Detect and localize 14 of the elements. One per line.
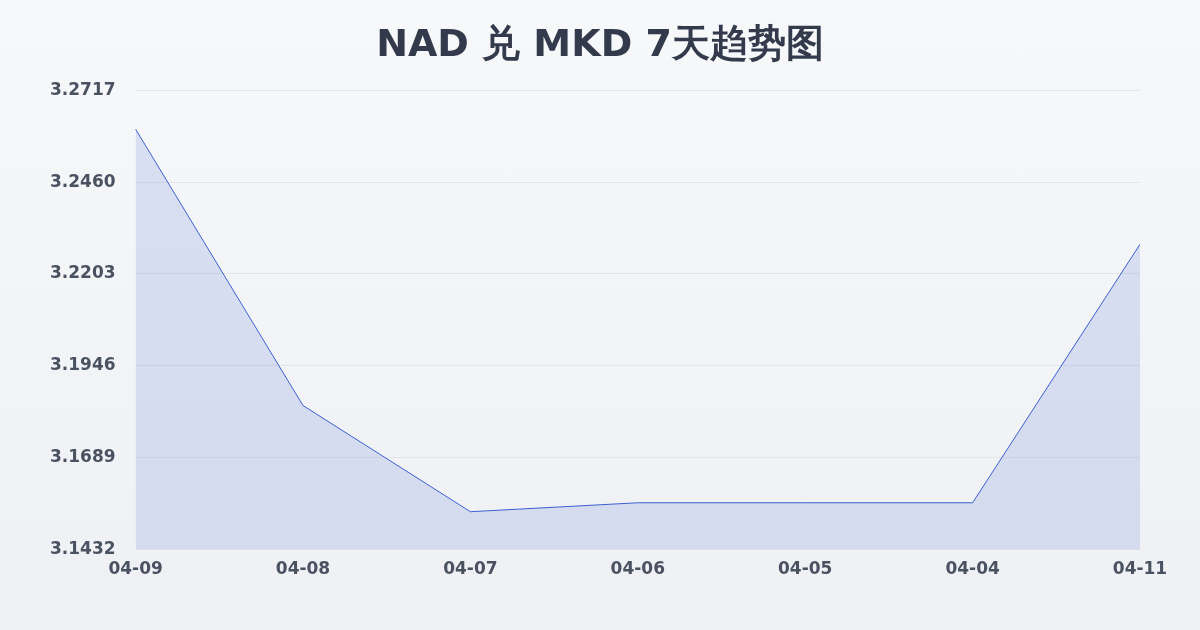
x-tick-label: 04-07 [443, 558, 498, 579]
x-tick-label: 04-11 [1112, 558, 1168, 579]
x-tick-label: 04-09 [108, 558, 163, 579]
y-tick-label: 3.2203 [49, 262, 116, 283]
x-tick-label: 04-08 [275, 558, 331, 579]
x-tick-label: 04-04 [945, 558, 1000, 579]
y-tick-label: 3.2460 [49, 170, 116, 191]
y-tick-label: 3.1432 [49, 538, 116, 559]
chart-title: NAD 兑 MKD 7天趋势图 [375, 20, 825, 67]
x-tick-label: 04-05 [778, 558, 833, 579]
y-tick-label: 3.2717 [49, 78, 116, 99]
y-tick-label: 3.1946 [49, 354, 116, 375]
y-tick-label: 3.1689 [49, 446, 116, 467]
x-tick-label: 04-06 [610, 558, 665, 579]
